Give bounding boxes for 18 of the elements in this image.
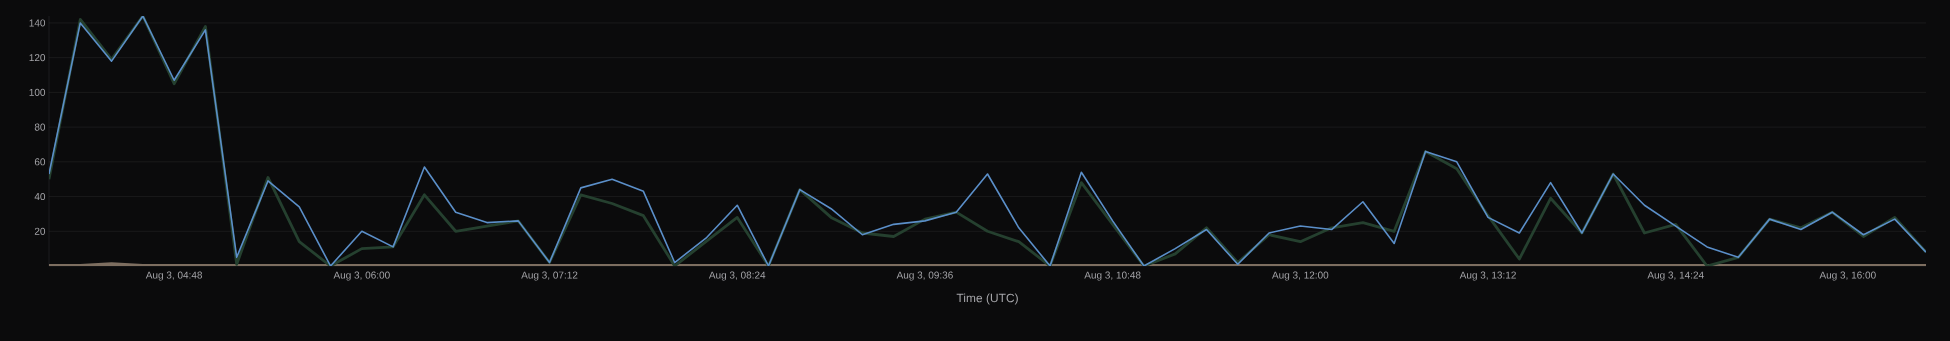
x-tick-label: Aug 3, 06:00: [333, 271, 390, 281]
x-tick-label: Aug 3, 04:48: [145, 271, 203, 281]
x-tick-label: Aug 3, 10:48: [1084, 271, 1141, 281]
y-tick-label: 60: [34, 158, 46, 166]
x-axis-title: Time (UTC): [956, 293, 1018, 305]
x-tick-label: Aug 3, 12:00: [1272, 271, 1329, 281]
y-tick-label: 80: [34, 123, 46, 131]
x-tick-label: Aug 3, 07:12: [521, 271, 578, 281]
x-tick-label: Aug 3, 09:36: [896, 271, 953, 281]
x-tick-label: Aug 3, 08:24: [708, 271, 766, 281]
x-tick-label: Aug 3, 14:24: [1647, 271, 1704, 281]
y-tick-label: 40: [34, 193, 46, 201]
y-tick-label: 20: [34, 227, 46, 235]
x-tick-label: Aug 3, 13:12: [1459, 271, 1516, 281]
x-tick-label: Aug 3, 16:00: [1819, 271, 1876, 281]
y-tick-label: 100: [29, 88, 46, 96]
y-tick-label: 120: [29, 54, 46, 62]
y-tick-label: 140: [29, 19, 46, 27]
